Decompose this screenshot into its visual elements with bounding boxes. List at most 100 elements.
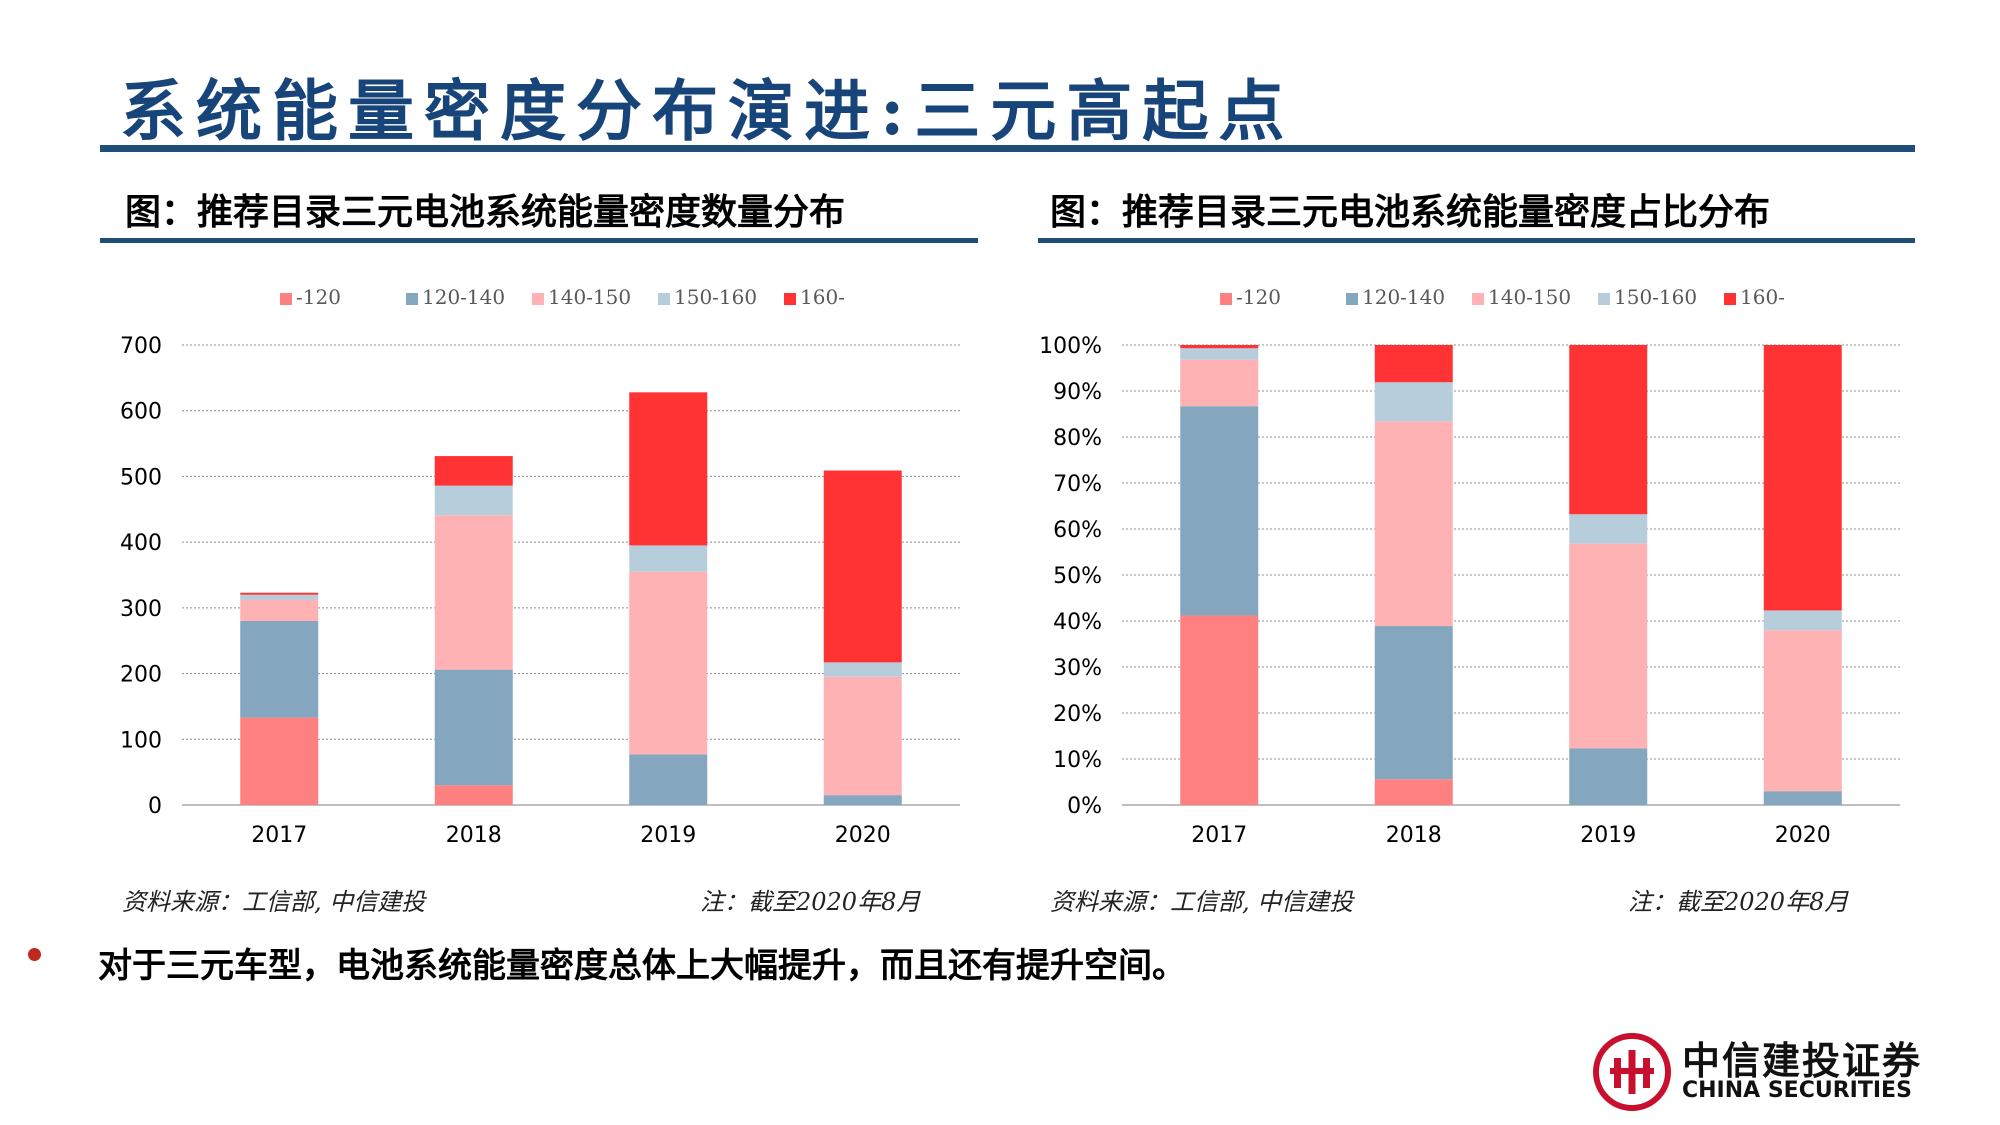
china-securities-logo-icon <box>1593 1033 1671 1111</box>
y-tick-label: 50% <box>1053 564 1102 589</box>
legend-swatch-3 <box>1598 293 1610 305</box>
legend-swatch-4 <box>1724 293 1736 305</box>
summary-bullet: 对于三元车型，电池系统能量密度总体上大幅提升，而且还有提升空间。 <box>98 946 1186 986</box>
legend-swatch-1 <box>406 293 418 305</box>
right-chart-title: 图：推荐目录三元电池系统能量密度占比分布 <box>1050 192 1771 233</box>
quantity-stacked-bar-chart: -120 120-140 140-150 150-160 160- 0 100 200 300 4… <box>120 285 960 848</box>
bar-segment-2019-3 <box>1569 514 1648 544</box>
left-title-divider <box>100 238 978 243</box>
y-tick-label: 10% <box>1053 748 1102 773</box>
right-chart-note: 注：截至2020年8月 <box>1628 888 1849 916</box>
bar-segment-2018-3 <box>1374 382 1453 422</box>
bullet-icon <box>28 948 41 961</box>
bar-segment-2018-4 <box>1374 345 1453 383</box>
y-tick-label: 20% <box>1053 702 1102 727</box>
y-tick-label: 500 <box>120 465 162 490</box>
left-chart-note: 注：截至2020年8月 <box>700 888 921 916</box>
y-tick-label: 300 <box>120 597 162 622</box>
bar-segment-2018-3 <box>434 485 513 516</box>
page-title: 系统能量密度分布演进:三元高起点 <box>120 72 1295 150</box>
bar-segment-2020-3 <box>823 662 902 677</box>
y-tick-label: 0 <box>148 794 162 819</box>
x-tick-label: 2017 <box>1191 823 1247 848</box>
bar-segment-2018-2 <box>434 515 513 670</box>
legend-swatch-0 <box>280 293 292 305</box>
bar-segment-2017-4 <box>240 592 319 595</box>
bar-segment-2020-4 <box>1763 345 1842 611</box>
y-tick-label: 90% <box>1053 380 1102 405</box>
y-tick-label: 200 <box>120 663 162 688</box>
bar-segment-2017-4 <box>1180 345 1259 349</box>
bar-segment-2018-0 <box>434 785 513 805</box>
bar-segment-2017-0 <box>1180 615 1259 805</box>
legend-swatch-4 <box>784 293 796 305</box>
legend-swatch-2 <box>532 293 544 305</box>
bar-segment-2017-1 <box>240 621 319 718</box>
legend-label-1: 120-140 <box>1362 285 1445 309</box>
y-tick-label: 30% <box>1053 656 1102 681</box>
x-tick-label: 2020 <box>835 823 891 848</box>
y-tick-label: 700 <box>120 334 162 359</box>
bar-segment-2018-1 <box>1374 626 1453 780</box>
y-tick-label: 400 <box>120 531 162 556</box>
legend-label-2: 140-150 <box>548 285 631 309</box>
left-chart-title: 图：推荐目录三元电池系统能量密度数量分布 <box>125 192 846 233</box>
y-tick-label: 60% <box>1053 518 1102 543</box>
logo-name-en: CHINA SECURITIES <box>1682 1078 1912 1103</box>
bar-segment-2019-1 <box>629 754 708 805</box>
bar-segment-2020-1 <box>823 795 902 805</box>
bar-segment-2020-4 <box>823 470 902 663</box>
y-tick-label: 40% <box>1053 610 1102 635</box>
legend-label-2: 140-150 <box>1488 285 1571 309</box>
legend-label-3: 150-160 <box>674 285 757 309</box>
legend-label-0: -120 <box>1236 285 1281 309</box>
x-tick-label: 2018 <box>446 823 502 848</box>
y-tick-label: 100 <box>120 728 162 753</box>
legend-label-1: 120-140 <box>422 285 505 309</box>
bar-segment-2017-3 <box>240 594 319 600</box>
legend-label-4: 160- <box>800 285 845 309</box>
bar-segment-2017-3 <box>1180 348 1259 360</box>
bar-segment-2018-1 <box>434 669 513 786</box>
x-tick-label: 2019 <box>640 823 696 848</box>
bar-segment-2017-2 <box>240 599 319 621</box>
bar-segment-2018-0 <box>1374 779 1453 805</box>
bar-segment-2019-4 <box>1569 345 1648 515</box>
bar-segment-2019-2 <box>1569 543 1648 749</box>
bar-segment-2017-2 <box>1180 359 1259 407</box>
y-tick-label: 100% <box>1040 334 1102 359</box>
legend-label-4: 160- <box>1740 285 1785 309</box>
y-tick-label: 0% <box>1067 794 1102 819</box>
right-chart-source: 资料来源：工信部, 中信建投 <box>1050 888 1354 916</box>
y-tick-label: 600 <box>120 400 162 425</box>
bar-segment-2019-1 <box>1569 748 1648 805</box>
bar-segment-2019-4 <box>629 392 708 546</box>
y-tick-label: 80% <box>1053 426 1102 451</box>
x-tick-label: 2019 <box>1580 823 1636 848</box>
bar-segment-2020-2 <box>1763 630 1842 792</box>
legend-swatch-3 <box>658 293 670 305</box>
x-tick-label: 2020 <box>1775 823 1831 848</box>
legend-swatch-0 <box>1220 293 1232 305</box>
legend-swatch-1 <box>1346 293 1358 305</box>
title-divider <box>100 145 1915 152</box>
x-tick-label: 2017 <box>251 823 307 848</box>
bar-segment-2017-0 <box>240 717 319 805</box>
legend-label-0: -120 <box>296 285 341 309</box>
x-tick-label: 2018 <box>1386 823 1442 848</box>
bar-segment-2020-2 <box>823 676 902 796</box>
left-chart-source: 资料来源：工信部, 中信建投 <box>122 888 426 916</box>
share-stacked-bar-chart: -120 120-140 140-150 150-160 160- 0% 10% 20% 30%… <box>1040 285 1900 848</box>
bar-segment-2020-3 <box>1763 610 1842 631</box>
bar-segment-2019-3 <box>629 545 708 572</box>
bar-segment-2018-4 <box>434 456 513 486</box>
legend-swatch-2 <box>1472 293 1484 305</box>
bar-segment-2018-2 <box>1374 421 1453 627</box>
legend-label-3: 150-160 <box>1614 285 1697 309</box>
y-tick-label: 70% <box>1053 472 1102 497</box>
right-title-divider <box>1038 238 1915 243</box>
logo-name-cn: 中信建投证券 <box>1682 1039 1923 1083</box>
bar-segment-2019-2 <box>629 571 708 755</box>
bar-segment-2017-1 <box>1180 406 1259 616</box>
bar-segment-2020-1 <box>1763 791 1842 805</box>
